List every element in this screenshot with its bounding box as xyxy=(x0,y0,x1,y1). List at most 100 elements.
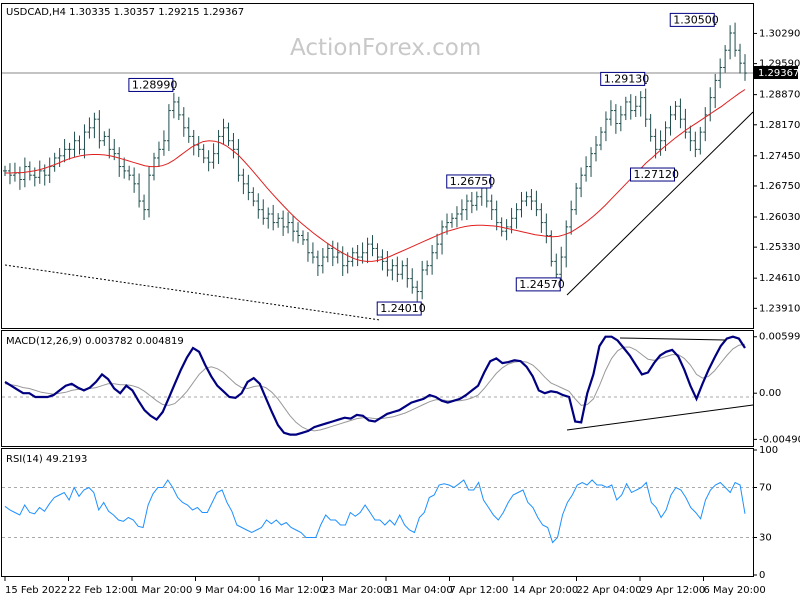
svg-text:1.29130: 1.29130 xyxy=(604,72,650,85)
rsi-header: RSI(14) 49.2193 xyxy=(6,454,87,465)
price-bar xyxy=(231,132,236,159)
price-bar xyxy=(464,194,469,221)
price-bar xyxy=(410,268,415,294)
price-bar xyxy=(524,191,529,207)
price-bar xyxy=(569,200,574,235)
price-bar xyxy=(236,139,241,182)
macd-panel-frame xyxy=(1,330,754,447)
price-bar xyxy=(156,141,161,168)
price-bar xyxy=(733,22,738,57)
price-bar xyxy=(77,135,82,155)
price-bar xyxy=(440,220,445,255)
price-bar xyxy=(147,166,152,218)
price-bar xyxy=(430,244,435,275)
price-bar xyxy=(256,193,261,219)
current-price-label: 1.29367 xyxy=(758,68,799,79)
price-bar xyxy=(469,191,474,214)
price-annotation: 1.27120 xyxy=(630,167,679,182)
price-annotation: 1.24010 xyxy=(376,301,426,316)
price-bar xyxy=(216,129,221,164)
price-bar xyxy=(638,91,643,117)
price-bar xyxy=(385,251,390,277)
price-bar xyxy=(608,100,613,126)
price-bar xyxy=(380,249,385,271)
price-annotations: 1.28990 1.24010 1.26750 1.24570 1.29130 1.271… xyxy=(128,12,719,316)
price-bar xyxy=(27,161,32,181)
time-axis: 15 Feb 2022 22 Feb 12:001 Mar 20:00 9 Mar … xyxy=(4,577,766,596)
price-annotation: 1.30500 xyxy=(669,12,719,27)
price-tick-label: 1.25330 xyxy=(759,242,800,253)
price-bar xyxy=(132,167,137,193)
price-bar xyxy=(598,126,603,151)
price-bar xyxy=(534,190,539,217)
price-bar xyxy=(594,135,599,162)
price-bar xyxy=(529,188,534,211)
price-bar xyxy=(320,248,325,274)
price-bar xyxy=(211,143,216,169)
price-bar xyxy=(266,207,271,229)
price-bar xyxy=(425,260,430,276)
price-bar xyxy=(623,96,628,121)
price-bar xyxy=(305,232,310,262)
price-bar xyxy=(494,200,499,231)
price-bar xyxy=(584,156,589,182)
price-bar xyxy=(449,213,454,228)
price-bar xyxy=(241,168,246,195)
price-bar xyxy=(315,250,320,277)
price-bar xyxy=(658,130,663,156)
svg-text:1.28990: 1.28990 xyxy=(132,78,178,91)
time-tick-label: 29 Apr 12:00 xyxy=(640,585,705,596)
price-bar xyxy=(718,58,723,89)
macd-divergence-line-top xyxy=(619,337,726,341)
price-bar xyxy=(196,135,201,158)
price-bar xyxy=(360,242,365,264)
price-bar xyxy=(390,259,395,281)
price-bar xyxy=(102,131,107,146)
price-bar xyxy=(474,191,479,211)
price-bar xyxy=(7,163,12,185)
price-bar xyxy=(246,174,251,201)
svg-text:1.24010: 1.24010 xyxy=(380,302,426,315)
price-tick-label: 1.27450 xyxy=(759,151,800,162)
price-bar xyxy=(400,260,405,280)
price-bar xyxy=(161,130,166,156)
time-tick-label: 6 May 20:00 xyxy=(704,585,766,596)
svg-text:1.24570: 1.24570 xyxy=(519,278,565,291)
price-bar xyxy=(92,112,97,139)
time-tick-label: 22 Apr 04:00 xyxy=(577,585,642,596)
price-bar xyxy=(653,128,658,159)
time-tick-label: 31 Mar 04:00 xyxy=(386,585,453,596)
symbol-header: USDCAD,H4 1.30335 1.30357 1.29215 1.2936… xyxy=(6,7,244,18)
price-tick-label: 1.26750 xyxy=(759,181,800,192)
price-tick-label: 1.30290 xyxy=(759,28,800,39)
price-bar xyxy=(420,260,425,300)
price-bar xyxy=(310,242,315,264)
price-bar xyxy=(97,110,102,149)
price-tick-label: 1.23910 xyxy=(759,303,800,314)
price-bar xyxy=(107,128,112,159)
time-tick-label: 1 Mar 20:00 xyxy=(132,585,192,596)
price-tick-label: 1.26030 xyxy=(759,212,800,223)
price-bar xyxy=(648,114,653,142)
price-bar xyxy=(375,243,380,263)
price-bar xyxy=(435,233,440,260)
rsi-panel: RSI(14) 49.2193 100 70 30 0 xyxy=(1,445,778,581)
price-bar xyxy=(330,240,335,267)
price-bar xyxy=(296,222,301,244)
price-bar xyxy=(365,237,370,264)
price-bar xyxy=(678,98,683,129)
price-bar xyxy=(643,88,648,127)
price-annotation: 1.29130 xyxy=(600,71,650,86)
price-bar xyxy=(137,173,142,208)
macd-tick-label: 0.005996 xyxy=(759,332,800,343)
price-bar xyxy=(668,105,673,136)
price-tick-label: 1.28870 xyxy=(759,90,800,101)
price-bar xyxy=(62,139,67,163)
price-bar xyxy=(728,25,733,60)
price-bar xyxy=(713,73,718,108)
macd-tick-label: -0.004901 xyxy=(759,434,800,445)
macd-panel: MACD(12,26,9) 0.003782 0.004819 0.005996… xyxy=(1,330,800,447)
rsi-line xyxy=(4,479,746,544)
price-bar xyxy=(683,108,688,139)
